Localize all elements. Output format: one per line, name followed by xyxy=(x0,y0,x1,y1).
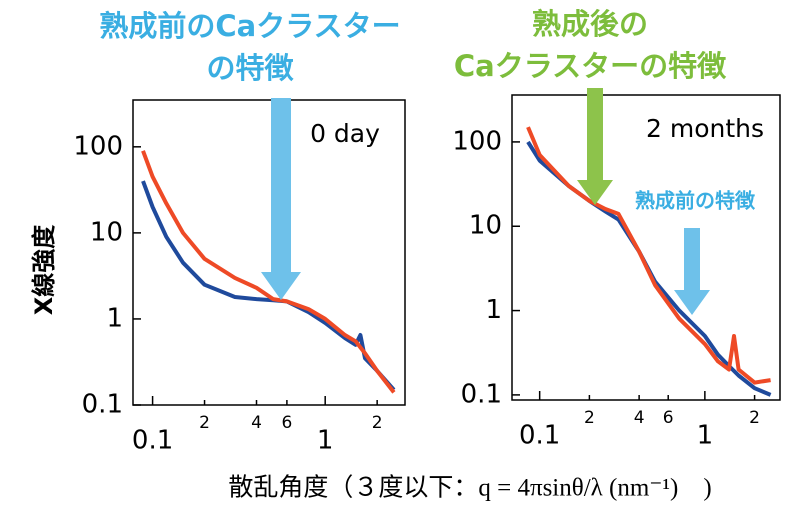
callout: の特徴 xyxy=(206,51,294,85)
callout: 熟成後の xyxy=(532,7,648,41)
x-tick-label: 6 xyxy=(281,413,292,433)
x-tick-label: 6 xyxy=(663,408,674,428)
annotation: 0 day xyxy=(310,119,380,148)
x-tick-label: 4 xyxy=(251,413,262,433)
annotation: 2 months xyxy=(646,114,764,143)
y-tick-label: 0.1 xyxy=(461,379,502,409)
series-line xyxy=(526,126,771,385)
series-line xyxy=(141,150,396,394)
x-tick-label: 0.1 xyxy=(132,426,173,456)
callout: Caクラスターの特徴 xyxy=(454,49,727,83)
x-tick-label: 2 xyxy=(584,408,595,428)
arrows xyxy=(261,88,710,315)
y-tick-label: 100 xyxy=(73,131,123,161)
arrow xyxy=(261,98,301,300)
x-tick-label: 4 xyxy=(634,408,645,428)
y-axis-label: X線強度 xyxy=(30,224,58,316)
y-tick-label: 1 xyxy=(106,303,123,333)
x-tick-label: 1 xyxy=(697,421,714,451)
arrow xyxy=(577,88,613,205)
plot-frame xyxy=(511,94,781,401)
series-line xyxy=(141,180,396,392)
y-tick-label: 0.1 xyxy=(82,390,123,420)
y-tick-label: 10 xyxy=(469,211,502,241)
x-tick-label: 2 xyxy=(372,413,383,433)
y-tick-label: 100 xyxy=(452,126,502,156)
x-axis-label: 散乱角度（３度以下：q = 4πsinθ/λ (nm⁻¹) ) xyxy=(228,474,711,502)
callout: 熟成前のCaクラスター xyxy=(99,9,400,43)
x-tick-label: 2 xyxy=(749,408,760,428)
callout: 熟成前の特徴 xyxy=(635,189,756,213)
x-tick-label: 0.1 xyxy=(519,421,560,451)
y-tick-label: 10 xyxy=(90,217,123,247)
plot-frame xyxy=(132,99,406,406)
x-tick-label: 1 xyxy=(317,426,334,456)
y-tick-label: 1 xyxy=(485,295,502,325)
x-tick-label: 2 xyxy=(199,413,210,433)
arrow xyxy=(674,228,710,315)
